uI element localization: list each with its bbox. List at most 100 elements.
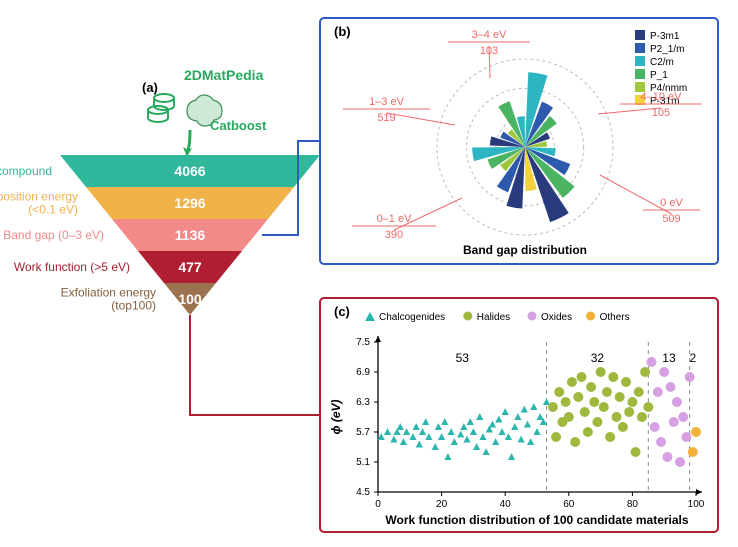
y-tick-label: 5.1 — [356, 457, 370, 468]
legend-marker — [528, 312, 537, 321]
region-count: 13 — [662, 351, 676, 365]
legend-label: Oxides — [541, 312, 572, 323]
funnel-label: (top100) — [111, 299, 156, 313]
scatter-point — [548, 402, 558, 412]
legend-label: C2/m — [650, 57, 674, 68]
x-axis-label: Work function distribution of 100 candid… — [385, 513, 688, 527]
funnel-label: Work function (>5 eV) — [14, 260, 130, 274]
scatter-point — [615, 392, 625, 402]
scatter-point — [605, 432, 615, 442]
x-tick-label: 40 — [500, 499, 512, 510]
scatter-point — [624, 407, 634, 417]
x-tick-label: 80 — [627, 499, 639, 510]
legend-label: Others — [600, 312, 630, 323]
legend-label: P2_1/m — [650, 44, 684, 55]
scatter-point — [666, 382, 676, 392]
scatter-point — [573, 392, 583, 402]
legend-marker — [586, 312, 595, 321]
callout-value: 390 — [385, 229, 403, 241]
scatter-point — [681, 432, 691, 442]
panel-a-label: (a) — [142, 80, 158, 95]
funnel-value: 100 — [178, 291, 202, 307]
scatter-point — [570, 437, 580, 447]
panel-b-title: Band gap distribution — [463, 243, 587, 257]
callout-name: 4–10 eV — [641, 91, 683, 103]
scatter-point — [561, 397, 571, 407]
callout-value: 103 — [480, 45, 498, 57]
db-name: 2DMatPedia — [184, 67, 264, 83]
scatter-point — [646, 357, 656, 367]
scatter-point — [618, 422, 628, 432]
funnel-value: 477 — [178, 259, 202, 275]
legend-swatch — [635, 30, 645, 40]
funnel-value: 1136 — [175, 227, 206, 243]
region-count: 2 — [689, 351, 696, 365]
scatter-point — [669, 417, 679, 427]
scatter-point — [589, 397, 599, 407]
callout-value: 105 — [652, 107, 670, 119]
scatter-point — [653, 387, 663, 397]
callout-name: 3–4 eV — [472, 29, 508, 41]
scatter-point — [650, 422, 660, 432]
region-count: 53 — [456, 351, 470, 365]
callout-name: 1–3 eV — [369, 96, 405, 108]
legend-swatch — [635, 56, 645, 66]
scatter-point — [596, 367, 606, 377]
scatter-point — [631, 447, 641, 457]
legend-swatch — [635, 43, 645, 53]
funnel-label: AB-type compound — [0, 164, 52, 178]
x-tick-label: 20 — [436, 499, 448, 510]
y-axis-label: ϕ (eV) — [329, 399, 343, 434]
scatter-point — [643, 402, 653, 412]
scatter-point — [634, 387, 644, 397]
scatter-point — [688, 447, 698, 457]
callout-name: 0–1 eV — [377, 213, 413, 225]
scatter-point — [554, 387, 564, 397]
legend-label: P_1 — [650, 70, 668, 81]
scatter-point — [662, 452, 672, 462]
y-tick-label: 6.9 — [356, 367, 370, 378]
x-tick-label: 60 — [563, 499, 575, 510]
scatter-point — [583, 427, 593, 437]
scatter-point — [567, 377, 577, 387]
scatter-point — [551, 432, 561, 442]
scatter-point — [592, 417, 602, 427]
region-count: 32 — [591, 351, 605, 365]
panel-c-label: (c) — [334, 304, 350, 319]
scatter-point — [691, 427, 701, 437]
model-name: Catboost — [210, 118, 267, 133]
x-tick-label: 100 — [688, 499, 705, 510]
connector-to-c — [190, 315, 320, 415]
scatter-point — [608, 372, 618, 382]
scatter-point — [621, 377, 631, 387]
scatter-point — [675, 457, 685, 467]
funnel-value: 4066 — [174, 163, 205, 179]
legend-marker — [463, 312, 472, 321]
scatter-point — [599, 402, 609, 412]
scatter-point — [656, 437, 666, 447]
y-tick-label: 4.5 — [356, 487, 370, 498]
funnel-label: Decomposition energy — [0, 190, 78, 204]
scatter-point — [637, 412, 647, 422]
funnel-label: Exfoliation energy — [61, 286, 156, 300]
callout-value: 509 — [662, 213, 680, 225]
scatter-point — [678, 412, 688, 422]
panel-c-box — [320, 298, 718, 532]
legend-label: Chalcogenides — [379, 312, 445, 323]
scatter-point — [627, 397, 637, 407]
funnel-value: 1296 — [174, 195, 205, 211]
database-icon — [154, 94, 174, 102]
scatter-point — [685, 372, 695, 382]
legend-swatch — [635, 69, 645, 79]
scatter-point — [564, 412, 574, 422]
scatter-point — [659, 367, 669, 377]
y-tick-label: 7.5 — [356, 337, 370, 348]
x-tick-label: 0 — [375, 499, 381, 510]
callout-name: 0 eV — [660, 197, 683, 209]
scatter-point — [586, 382, 596, 392]
y-tick-label: 5.7 — [356, 427, 370, 438]
legend-label: P-3m1 — [650, 31, 680, 42]
callout-value: 519 — [377, 112, 395, 124]
scatter-point — [612, 412, 622, 422]
y-tick-label: 6.3 — [356, 397, 370, 408]
